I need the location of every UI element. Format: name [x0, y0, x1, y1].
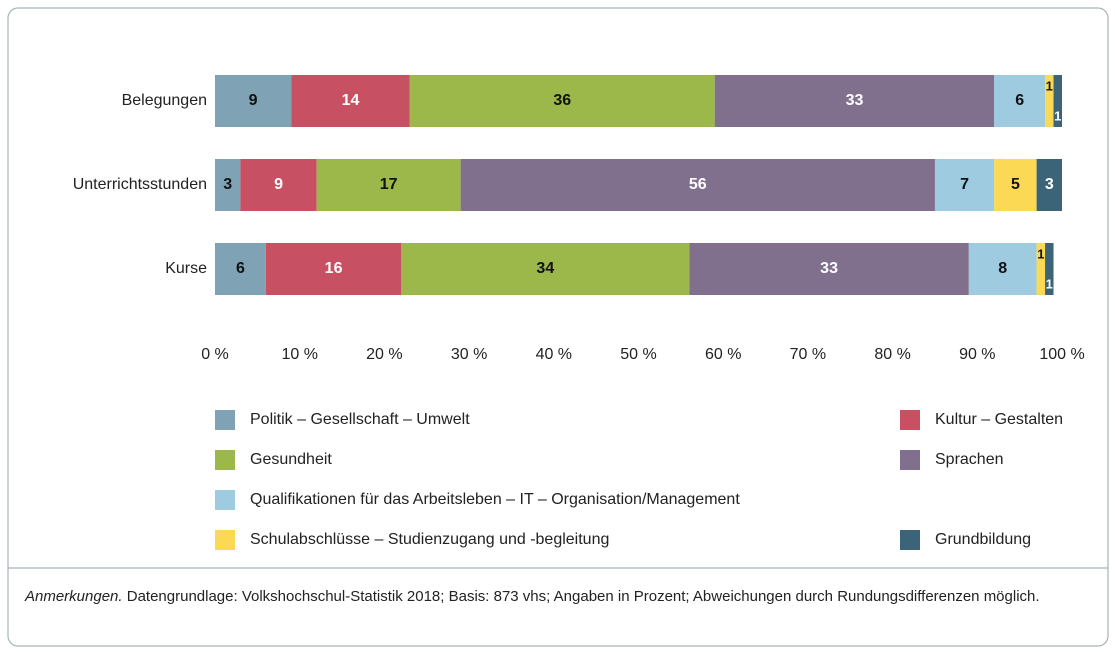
data-label: 14 [342, 92, 360, 109]
legend-label: Schulabschlüsse – Studienzugang und -beg… [250, 531, 609, 548]
data-label: 6 [236, 260, 245, 277]
y-tick-label: Kurse [165, 260, 207, 277]
data-label: 3 [223, 176, 232, 193]
y-tick-label: Belegungen [122, 92, 207, 109]
data-label: 1 [1046, 78, 1053, 93]
x-tick-label: 30 % [451, 346, 487, 363]
data-label: 17 [380, 176, 398, 193]
bar-segment [689, 243, 969, 295]
bar-segment [291, 75, 410, 127]
bar-segment [1045, 75, 1054, 127]
note: Anmerkungen. Datengrundlage: Volkshochsc… [25, 586, 1085, 608]
data-label: 33 [846, 92, 864, 109]
note-label: Anmerkungen. [25, 588, 123, 605]
bar-segment [714, 75, 995, 127]
bar-segment [994, 159, 1037, 211]
data-label: 5 [1011, 176, 1020, 193]
x-tick-label: 100 % [1039, 346, 1084, 363]
x-tick-label: 60 % [705, 346, 741, 363]
x-tick-label: 10 % [281, 346, 317, 363]
note-text: Datengrundlage: Volkshochschul-Statistik… [126, 588, 1040, 605]
x-tick-label: 0 % [201, 346, 229, 363]
legend-label: Kultur – Gestalten [935, 411, 1063, 428]
x-tick-label: 40 % [536, 346, 572, 363]
legend-label: Sprachen [935, 451, 1004, 468]
data-label: 9 [274, 176, 283, 193]
bar-segment [401, 243, 690, 295]
legend-swatch [900, 410, 920, 430]
bar-segment [240, 159, 317, 211]
bar-segment [1045, 243, 1054, 295]
legend-label: Gesundheit [250, 451, 332, 468]
bar-segment [265, 243, 402, 295]
data-label: 1 [1046, 276, 1053, 291]
bar-segment [968, 243, 1037, 295]
legend-swatch [215, 490, 235, 510]
data-label: 9 [249, 92, 258, 109]
data-label: 33 [820, 260, 838, 277]
y-tick-label: Unterrichtsstunden [73, 176, 207, 193]
legend-label: Grundbildung [935, 531, 1031, 548]
x-tick-label: 70 % [790, 346, 826, 363]
bar-segment [316, 159, 461, 211]
data-label: 36 [553, 92, 571, 109]
bar-segment [1036, 159, 1062, 211]
data-label: 6 [1015, 92, 1024, 109]
x-tick-label: 90 % [959, 346, 995, 363]
legend-swatch [215, 450, 235, 470]
x-tick-label: 80 % [874, 346, 910, 363]
bar-segment [215, 243, 266, 295]
bar-segment [460, 159, 935, 211]
legend-swatch [900, 530, 920, 550]
bar-segment [1036, 243, 1046, 295]
bar-segment [934, 159, 995, 211]
legend-swatch [215, 410, 235, 430]
data-label: 8 [998, 260, 1007, 277]
data-label: 34 [536, 260, 554, 277]
bar-segment [994, 75, 1046, 127]
bar-segment [1053, 75, 1062, 127]
data-label: 56 [689, 176, 707, 193]
x-tick-label: 20 % [366, 346, 402, 363]
bar-segment [409, 75, 715, 127]
bar-segment [215, 75, 292, 127]
legend-swatch [215, 530, 235, 550]
legend-swatch [900, 450, 920, 470]
data-label: 16 [325, 260, 343, 277]
bar-segment [215, 159, 241, 211]
legend-label: Politik – Gesellschaft – Umwelt [250, 411, 470, 428]
data-label: 1 [1054, 108, 1061, 123]
legend-label: Qualifikationen für das Arbeitsleben – I… [250, 491, 740, 508]
x-tick-label: 50 % [620, 346, 656, 363]
data-label: 3 [1045, 176, 1054, 193]
data-label: 7 [960, 176, 969, 193]
data-label: 1 [1037, 246, 1044, 261]
